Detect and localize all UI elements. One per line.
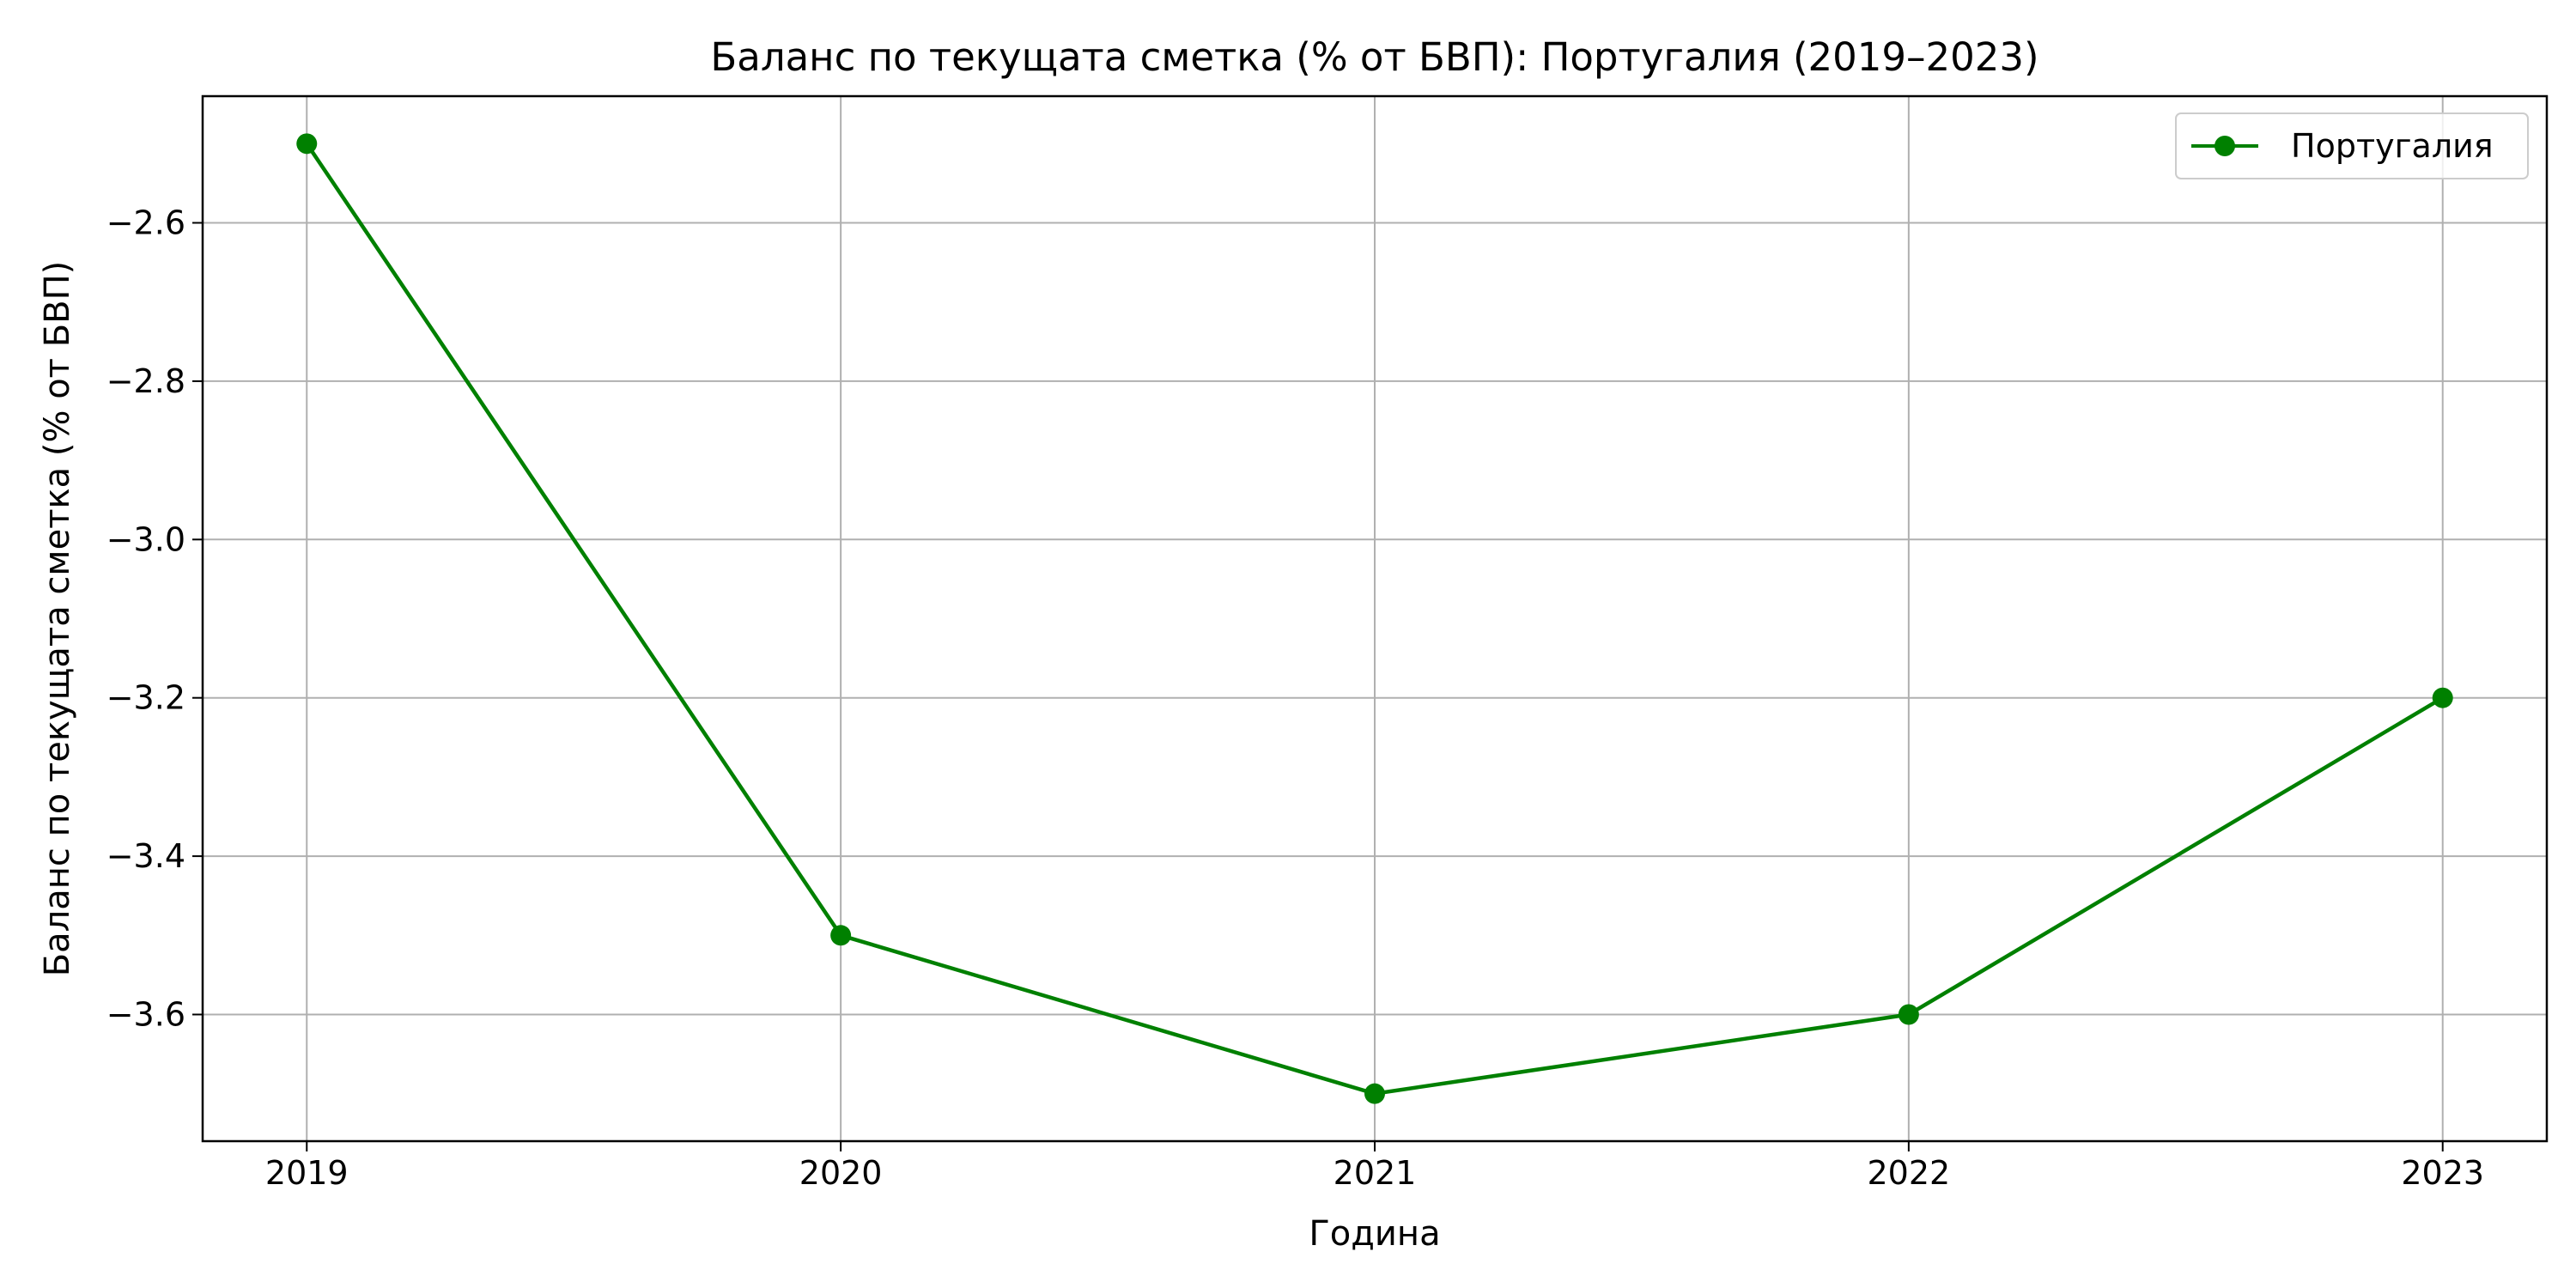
y-axis-label: Баланс по текущата сметка (% от БВП) (38, 261, 77, 977)
x-tick-label: 2022 (1868, 1154, 1951, 1192)
series-layer (296, 133, 2453, 1104)
data-point (830, 925, 852, 946)
chart-title: Баланс по текущата сметка (% от БВП): По… (710, 34, 2038, 80)
data-point (296, 133, 318, 155)
grid (203, 96, 2547, 1141)
data-point (1898, 1004, 1919, 1025)
data-point (1364, 1083, 1385, 1104)
y-tick-label: −3.0 (106, 520, 185, 558)
x-tick-label: 2019 (265, 1154, 349, 1192)
y-tick-label: −2.6 (106, 204, 185, 242)
legend: Португалия (2175, 112, 2529, 179)
y-tick-label: −3.6 (106, 995, 185, 1033)
x-tick-label: 2023 (2401, 1154, 2484, 1192)
y-tick-label: −3.4 (106, 837, 185, 875)
x-tick-label: 2021 (1334, 1154, 1417, 1192)
legend-box (2175, 112, 2529, 179)
y-tick-label: −2.8 (106, 362, 185, 400)
x-axis-label: Година (1309, 1214, 1440, 1254)
y-tick-label: −3.2 (106, 679, 185, 717)
data-point (2432, 687, 2453, 708)
legend-marker-swatch (2215, 136, 2235, 156)
x-tick-label: 2020 (799, 1154, 883, 1192)
axis-ticks: 2019 2020 2021 2022 2023 −2.6 −2.8 −3.0 −3.2 −3.4… (106, 204, 2484, 1192)
legend-label: Португалия (2291, 127, 2494, 165)
